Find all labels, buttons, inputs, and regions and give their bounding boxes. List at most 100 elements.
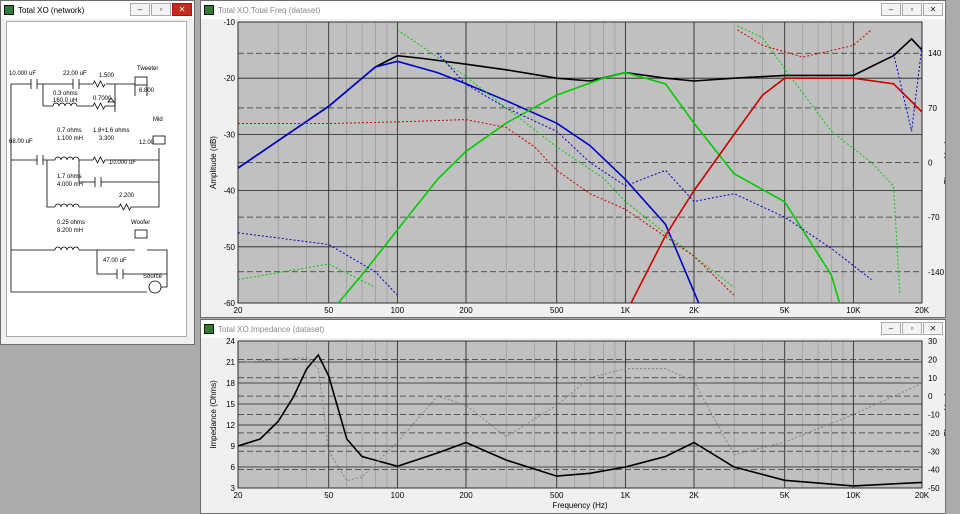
y2-tick-label: 30	[928, 338, 937, 346]
x-tick-label: 20	[234, 491, 243, 500]
component-label: 8.200 mH	[57, 228, 83, 234]
component-label: 0.3 ohms	[53, 91, 78, 97]
y2-tick-label: 140	[928, 49, 942, 58]
y2-tick-label: -30	[928, 447, 940, 456]
x-axis-label: Frequency (Hz)	[552, 501, 607, 510]
component-label: 1.500	[99, 73, 115, 79]
component-label: Source	[143, 274, 163, 280]
component-label: 0.25 ohms	[57, 220, 85, 226]
imp-window: Total XO.Impedance (dataset) – ▫ ✕ 20 50 1…	[200, 319, 946, 514]
x-tick-label: 500	[550, 306, 564, 315]
y-tick-label: -30	[223, 130, 235, 139]
y2-tick-label: -140	[928, 268, 945, 277]
imp-titlebar[interactable]: Total XO.Impedance (dataset) – ▫ ✕	[201, 320, 945, 338]
y2-axis-label: Phase (deg)	[943, 392, 945, 436]
component-label: Mid	[153, 117, 163, 123]
component-label: 160.0 uH	[53, 98, 77, 104]
crossover-schematic: 10.000 uF 22.00 uF 1.500 Tweeter 0.3 ohm…	[9, 66, 168, 294]
y2-tick-label: -50	[928, 484, 940, 493]
series-line	[397, 29, 735, 288]
y-axis-label: Impedance (Ohms)	[209, 380, 218, 449]
y-tick-label: -20	[223, 74, 235, 83]
component-label: 47.00 uF	[103, 258, 127, 264]
network-canvas[interactable]: 10.000 uF 22.00 uF 1.500 Tweeter 0.3 ohm…	[6, 21, 187, 337]
y2-tick-label: -40	[928, 466, 940, 475]
component-label: 10.000 uF	[9, 71, 36, 77]
component-label: 22.00 uF	[63, 71, 87, 77]
y2-tick-label: 0	[928, 159, 933, 168]
network-window-title: Total XO (network)	[18, 5, 85, 15]
y-tick-label: -50	[223, 243, 235, 252]
component-label: 1.100 mH	[57, 136, 83, 142]
x-tick-label: 500	[550, 491, 564, 500]
y2-tick-label: -20	[928, 429, 940, 438]
minimize-button[interactable]: –	[130, 3, 150, 16]
y-tick-label: -60	[223, 299, 235, 308]
series-line	[238, 232, 398, 296]
y-tick-label: 12	[226, 421, 235, 430]
y-tick-label: -10	[223, 19, 235, 27]
x-tick-label: 2K	[689, 306, 699, 315]
x-tick-label: 5K	[780, 491, 790, 500]
y-tick-label: -40	[223, 187, 235, 196]
x-tick-label: 1K	[620, 491, 630, 500]
app-icon	[4, 5, 14, 15]
component-label: 12.00	[139, 140, 155, 146]
series-line	[238, 353, 922, 487]
x-tick-label: 20	[234, 306, 243, 315]
series-line	[238, 60, 700, 303]
y-axis-label: Amplitude (dB)	[209, 136, 218, 189]
y2-axis-label: Phase (deg)	[943, 140, 945, 184]
component-label: Tweeter	[137, 66, 158, 72]
component-label: 1.8+1.6 ohms	[93, 128, 130, 134]
freq-window: Total XO.Total Freq (dataset) – ▫ ✕ 20 50…	[200, 0, 946, 318]
component-label: 68.00 uF	[9, 139, 33, 145]
component-label: 6.800	[139, 88, 155, 94]
y-tick-label: 18	[226, 379, 235, 388]
x-tick-label: 50	[324, 491, 333, 500]
restore-button[interactable]: ▫	[902, 3, 922, 16]
app-icon	[204, 324, 214, 334]
x-tick-label: 200	[459, 306, 473, 315]
minimize-button[interactable]: –	[881, 322, 901, 335]
component-label: 1.7 ohms	[57, 174, 82, 180]
y2-tick-label: 20	[928, 355, 937, 364]
x-tick-label: 20K	[915, 306, 930, 315]
series-line	[437, 52, 872, 280]
restore-button[interactable]: ▫	[902, 322, 922, 335]
y-tick-label: 6	[231, 463, 236, 472]
frequency-response-chart[interactable]: 20 50 100 200 500 1K 2K 5K 10K 20K -10 -20 -30 -40 -50…	[201, 19, 945, 317]
component-label: 0.7000	[93, 96, 112, 102]
close-button[interactable]: ✕	[923, 3, 943, 16]
x-tick-label: 20K	[915, 491, 930, 500]
series-line	[238, 119, 735, 296]
minimize-button[interactable]: –	[881, 3, 901, 16]
series-line	[893, 45, 922, 132]
x-tick-label: 200	[459, 491, 473, 500]
component-label: 4.000 mH	[57, 182, 83, 188]
y2-tick-label: 70	[928, 104, 937, 113]
y-tick-label: 3	[231, 484, 236, 493]
close-button[interactable]: ✕	[172, 3, 192, 16]
x-tick-label: 2K	[689, 491, 699, 500]
x-tick-label: 100	[391, 491, 405, 500]
freq-titlebar[interactable]: Total XO.Total Freq (dataset) – ▫ ✕	[201, 1, 945, 19]
series-line	[630, 77, 922, 303]
component-label: 2.200	[119, 193, 135, 199]
app-icon	[204, 5, 214, 15]
component-label: 0.7 ohms	[57, 128, 82, 134]
y2-tick-label: 0	[928, 392, 933, 401]
restore-button[interactable]: ▫	[151, 3, 171, 16]
close-button[interactable]: ✕	[923, 322, 943, 335]
y2-tick-label: -10	[928, 411, 940, 420]
x-tick-label: 10K	[846, 306, 861, 315]
x-tick-label: 10K	[846, 491, 861, 500]
x-tick-label: 50	[324, 306, 333, 315]
component-label: 10.000 uF	[109, 160, 136, 166]
series-line	[337, 71, 841, 303]
x-tick-label: 100	[391, 306, 405, 315]
series-line	[238, 356, 922, 482]
network-titlebar[interactable]: Total XO (network) – ▫ ✕	[1, 1, 194, 19]
series-line	[238, 263, 376, 288]
